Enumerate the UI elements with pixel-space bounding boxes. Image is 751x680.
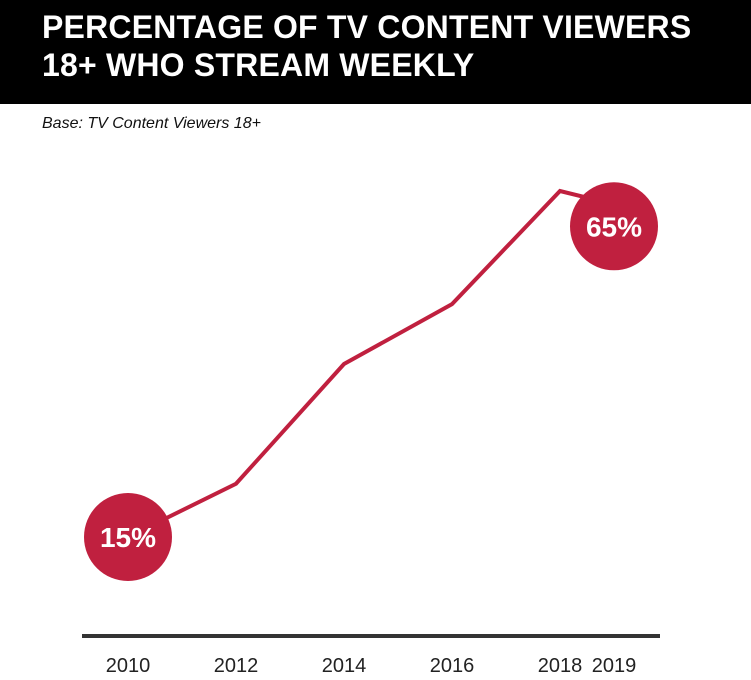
chart-subtitle: Base: TV Content Viewers 18+	[42, 115, 261, 132]
chart-title: PERCENTAGE OF TV CONTENT VIEWERS 18+ WHO…	[42, 9, 692, 83]
x-tick-label: 2016	[430, 655, 475, 677]
data-label: 65%	[586, 211, 642, 242]
x-tick-label: 2019	[592, 655, 637, 677]
x-tick-label: 2010	[106, 655, 151, 677]
x-tick-label: 2018	[538, 655, 583, 677]
plot-area: 2010 2012 2014 2016 2018 2019 15% 65%	[82, 182, 660, 677]
data-point-marker	[570, 182, 658, 271]
x-tick-label: 2014	[322, 655, 367, 677]
data-point-marker	[84, 493, 172, 581]
data-label: 15%	[100, 522, 156, 553]
title-banner: PERCENTAGE OF TV CONTENT VIEWERS 18+ WHO…	[0, 0, 751, 104]
series-line	[127, 188, 615, 539]
x-tick-label: 2012	[214, 655, 259, 677]
